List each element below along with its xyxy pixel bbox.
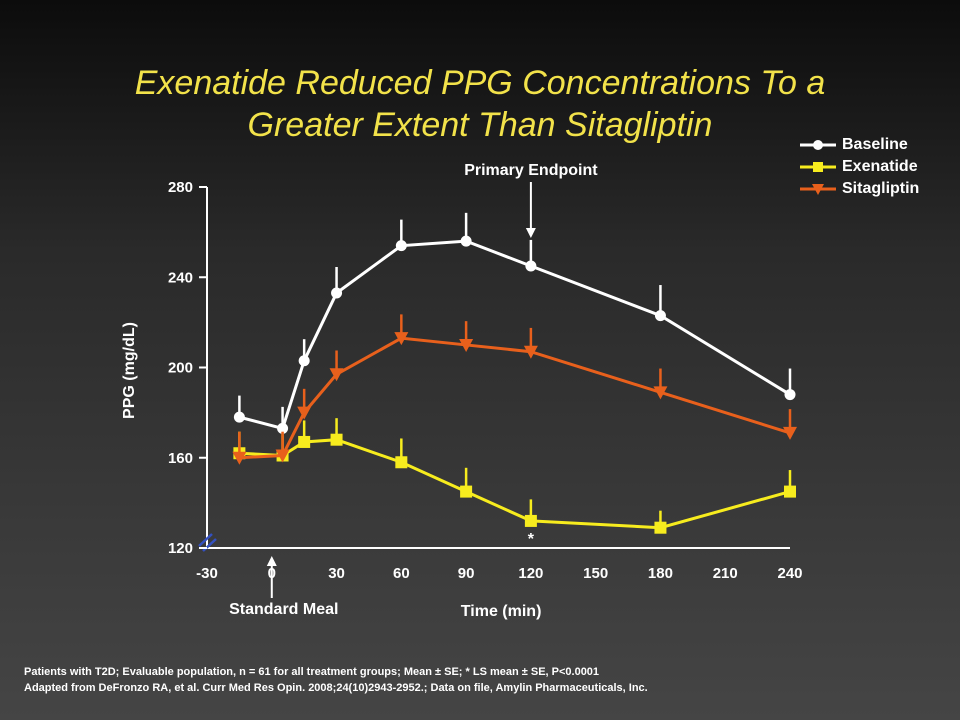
exenatide-point bbox=[395, 456, 408, 469]
exenatide-point bbox=[330, 433, 343, 446]
y-tick-label-280: 280 bbox=[168, 179, 193, 196]
x-tick-label-60: 60 bbox=[393, 565, 410, 582]
exenatide-point bbox=[784, 485, 796, 498]
x-tick-label--30: -30 bbox=[196, 565, 218, 582]
axis-break-mark bbox=[198, 533, 213, 547]
baseline-point bbox=[298, 355, 310, 367]
footnote-line-1: Patients with T2D; Evaluable population,… bbox=[24, 666, 600, 678]
standard-meal-arrowhead bbox=[266, 556, 277, 566]
x-tick-label-210: 210 bbox=[713, 565, 738, 582]
sitagliptin-point bbox=[523, 345, 538, 359]
y-tick-label-200: 200 bbox=[168, 360, 193, 377]
legend-item-exenatide: Exenatide bbox=[798, 156, 919, 178]
legend-item-sitagliptin: Sitagliptin bbox=[798, 178, 919, 200]
sitagliptin-point bbox=[329, 368, 344, 382]
legend-item-baseline: Baseline bbox=[798, 134, 919, 156]
footnote: Patients with T2D; Evaluable population,… bbox=[24, 664, 944, 696]
x-tick-label-90: 90 bbox=[458, 565, 475, 582]
baseline-point bbox=[233, 411, 245, 423]
legend: Baseline Exenatide Sitagliptin bbox=[798, 134, 919, 200]
sitagliptin-point bbox=[297, 406, 312, 420]
y-tick-label-120: 120 bbox=[168, 540, 193, 557]
chart-title: Exenatide Reduced PPG Concentrations To … bbox=[60, 62, 900, 146]
primary-endpoint-arrowhead bbox=[525, 228, 536, 238]
y-tick-label-160: 160 bbox=[168, 450, 193, 467]
legend-label-sitagliptin: Sitagliptin bbox=[842, 180, 920, 197]
sitagliptin-point bbox=[459, 338, 474, 352]
baseline-line bbox=[239, 239, 791, 431]
sitagliptin-point bbox=[394, 332, 409, 346]
baseline-point bbox=[460, 235, 472, 247]
exenatide-point bbox=[460, 485, 473, 498]
sitagliptin-point bbox=[275, 449, 290, 463]
baseline-point bbox=[784, 389, 796, 401]
exenatide-point bbox=[298, 435, 311, 448]
sitagliptin-legend-icon bbox=[800, 184, 836, 195]
x-tick-label-240: 240 bbox=[777, 565, 802, 582]
exenatide-point bbox=[524, 514, 537, 527]
y-tick-label-240: 240 bbox=[168, 269, 193, 286]
baseline-point bbox=[277, 422, 289, 434]
sitagliptin-point bbox=[232, 451, 247, 465]
sitagliptin-point bbox=[653, 386, 668, 400]
baseline-point bbox=[331, 287, 343, 299]
exenatide-line bbox=[239, 438, 791, 530]
title-line-2: Greater Extent Than Sitagliptin bbox=[247, 106, 713, 144]
exenatide-legend-icon bbox=[800, 162, 836, 172]
x-tick-label-180: 180 bbox=[648, 565, 673, 582]
x-axis-label: Time (min) bbox=[461, 603, 542, 620]
exenatide-point bbox=[654, 521, 667, 534]
standard-meal-label: Standard Meal bbox=[229, 601, 338, 618]
legend-label-exenatide: Exenatide bbox=[842, 158, 918, 175]
sitagliptin-point bbox=[783, 426, 797, 440]
baseline-point bbox=[654, 310, 666, 322]
x-tick-label-120: 120 bbox=[518, 565, 543, 582]
baseline-point bbox=[525, 260, 537, 272]
sitagliptin-series bbox=[232, 314, 797, 465]
baseline-legend-icon bbox=[800, 140, 836, 150]
exenatide-series bbox=[233, 418, 796, 534]
baseline-series bbox=[233, 212, 796, 434]
x-tick-label-150: 150 bbox=[583, 565, 608, 582]
footnote-line-2: Adapted from DeFronzo RA, et al. Curr Me… bbox=[24, 682, 648, 694]
primary-endpoint-label: Primary Endpoint bbox=[464, 162, 598, 179]
legend-label-baseline: Baseline bbox=[842, 136, 908, 153]
baseline-point bbox=[395, 240, 407, 252]
y-axis-label: PPG (mg/dL) bbox=[121, 322, 138, 419]
title-line-1: Exenatide Reduced PPG Concentrations To … bbox=[134, 64, 826, 102]
x-tick-label-30: 30 bbox=[328, 565, 345, 582]
significance-asterisk: * bbox=[528, 531, 535, 548]
